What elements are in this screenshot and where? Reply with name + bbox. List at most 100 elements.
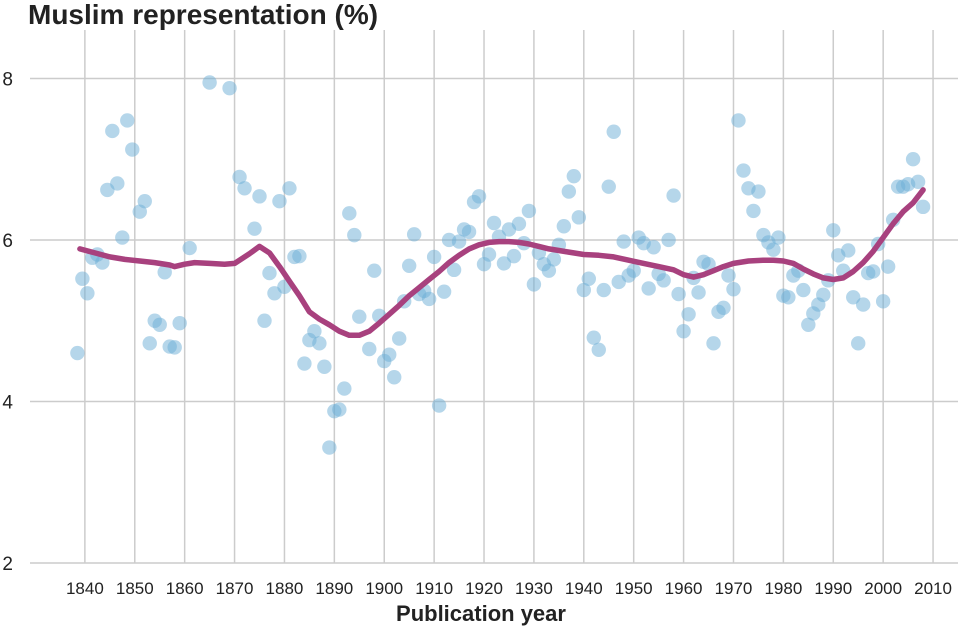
data-point xyxy=(406,227,422,242)
data-point xyxy=(152,317,167,332)
data-point xyxy=(307,324,322,339)
x-tick-label: 1920 xyxy=(465,579,503,598)
data-point xyxy=(352,309,367,324)
data-point xyxy=(571,210,587,225)
data-point xyxy=(115,230,130,245)
data-point xyxy=(257,313,272,328)
data-point xyxy=(312,336,327,351)
data-point xyxy=(576,282,592,298)
data-point xyxy=(137,194,152,209)
data-point xyxy=(382,347,397,362)
x-tick-label: 1880 xyxy=(266,579,304,598)
data-point xyxy=(626,263,641,278)
data-point xyxy=(701,256,716,272)
data-point xyxy=(222,80,237,96)
data-point xyxy=(826,223,841,238)
data-point xyxy=(431,398,447,413)
x-tick-label: 1900 xyxy=(365,579,403,598)
data-point xyxy=(846,290,861,305)
data-point xyxy=(322,440,337,455)
data-point xyxy=(262,265,277,281)
y-tick-label: 6 xyxy=(2,231,13,252)
data-point xyxy=(120,113,135,128)
grid-lines xyxy=(30,30,958,564)
x-tick-label: 2000 xyxy=(864,579,902,598)
data-point xyxy=(446,262,462,278)
data-point xyxy=(751,184,766,199)
data-point xyxy=(801,317,816,332)
x-tick-label: 1870 xyxy=(216,579,254,598)
data-point xyxy=(875,294,891,309)
data-point xyxy=(332,402,347,417)
data-point xyxy=(232,169,247,185)
data-point xyxy=(421,291,437,307)
data-point xyxy=(521,203,537,219)
data-point xyxy=(865,264,881,279)
y-tick-label: 8 xyxy=(2,69,13,90)
data-point xyxy=(691,285,706,300)
data-point xyxy=(726,282,741,297)
data-point xyxy=(781,290,796,305)
data-point xyxy=(856,297,871,312)
data-point xyxy=(541,263,557,278)
data-point xyxy=(272,194,287,209)
data-point xyxy=(461,224,477,240)
data-point xyxy=(766,242,781,257)
data-point xyxy=(706,336,721,351)
data-point xyxy=(436,284,452,299)
data-point xyxy=(481,247,497,262)
data-point xyxy=(142,336,157,351)
data-point xyxy=(451,234,467,249)
x-tick-label: 1850 xyxy=(116,579,154,598)
x-axis-label: Publication year xyxy=(396,601,566,626)
y-tick-labels: 2 4 6 8 xyxy=(2,69,13,575)
data-point xyxy=(721,268,736,283)
data-point xyxy=(796,282,811,298)
x-tick-label: 1960 xyxy=(665,579,703,598)
data-point xyxy=(182,240,197,256)
y-tick-label: 4 xyxy=(2,392,13,413)
data-point xyxy=(362,341,377,357)
data-point xyxy=(237,181,252,196)
data-point xyxy=(426,249,442,265)
data-point xyxy=(771,230,786,245)
data-point xyxy=(471,189,487,204)
data-point xyxy=(746,203,761,219)
data-point xyxy=(292,248,307,264)
data-point xyxy=(95,255,110,270)
data-point xyxy=(80,286,95,301)
data-point xyxy=(172,315,187,331)
data-point xyxy=(591,342,606,357)
x-tick-label: 1990 xyxy=(814,579,852,598)
data-point xyxy=(601,179,616,194)
x-tick-label: 1930 xyxy=(515,579,553,598)
x-tick-label: 1970 xyxy=(715,579,753,598)
data-point xyxy=(496,256,512,271)
data-point xyxy=(317,359,332,374)
data-point xyxy=(367,263,382,278)
data-point xyxy=(905,152,921,167)
data-point xyxy=(616,234,631,249)
chart-title: Muslim representation (%) xyxy=(28,0,378,30)
data-point xyxy=(641,281,656,296)
data-point xyxy=(75,271,90,286)
x-tick-labels: 1840 1850 1860 1870 1880 1890 1900 1910 1920 1930… xyxy=(66,579,952,598)
data-point xyxy=(676,324,691,339)
data-point xyxy=(247,221,262,236)
data-point xyxy=(387,370,402,385)
data-point xyxy=(581,271,596,286)
data-point xyxy=(486,215,502,231)
x-tick-label: 1910 xyxy=(415,579,453,598)
x-tick-label: 1890 xyxy=(315,579,353,598)
data-point xyxy=(656,273,671,288)
data-point xyxy=(910,174,926,190)
data-point xyxy=(392,331,407,346)
x-tick-label: 1940 xyxy=(565,579,603,598)
data-point xyxy=(337,381,352,396)
data-point xyxy=(586,330,601,345)
data-point xyxy=(606,124,621,139)
data-point xyxy=(401,258,417,274)
data-point xyxy=(506,248,522,264)
data-point xyxy=(666,188,681,203)
trend-line xyxy=(77,187,926,339)
